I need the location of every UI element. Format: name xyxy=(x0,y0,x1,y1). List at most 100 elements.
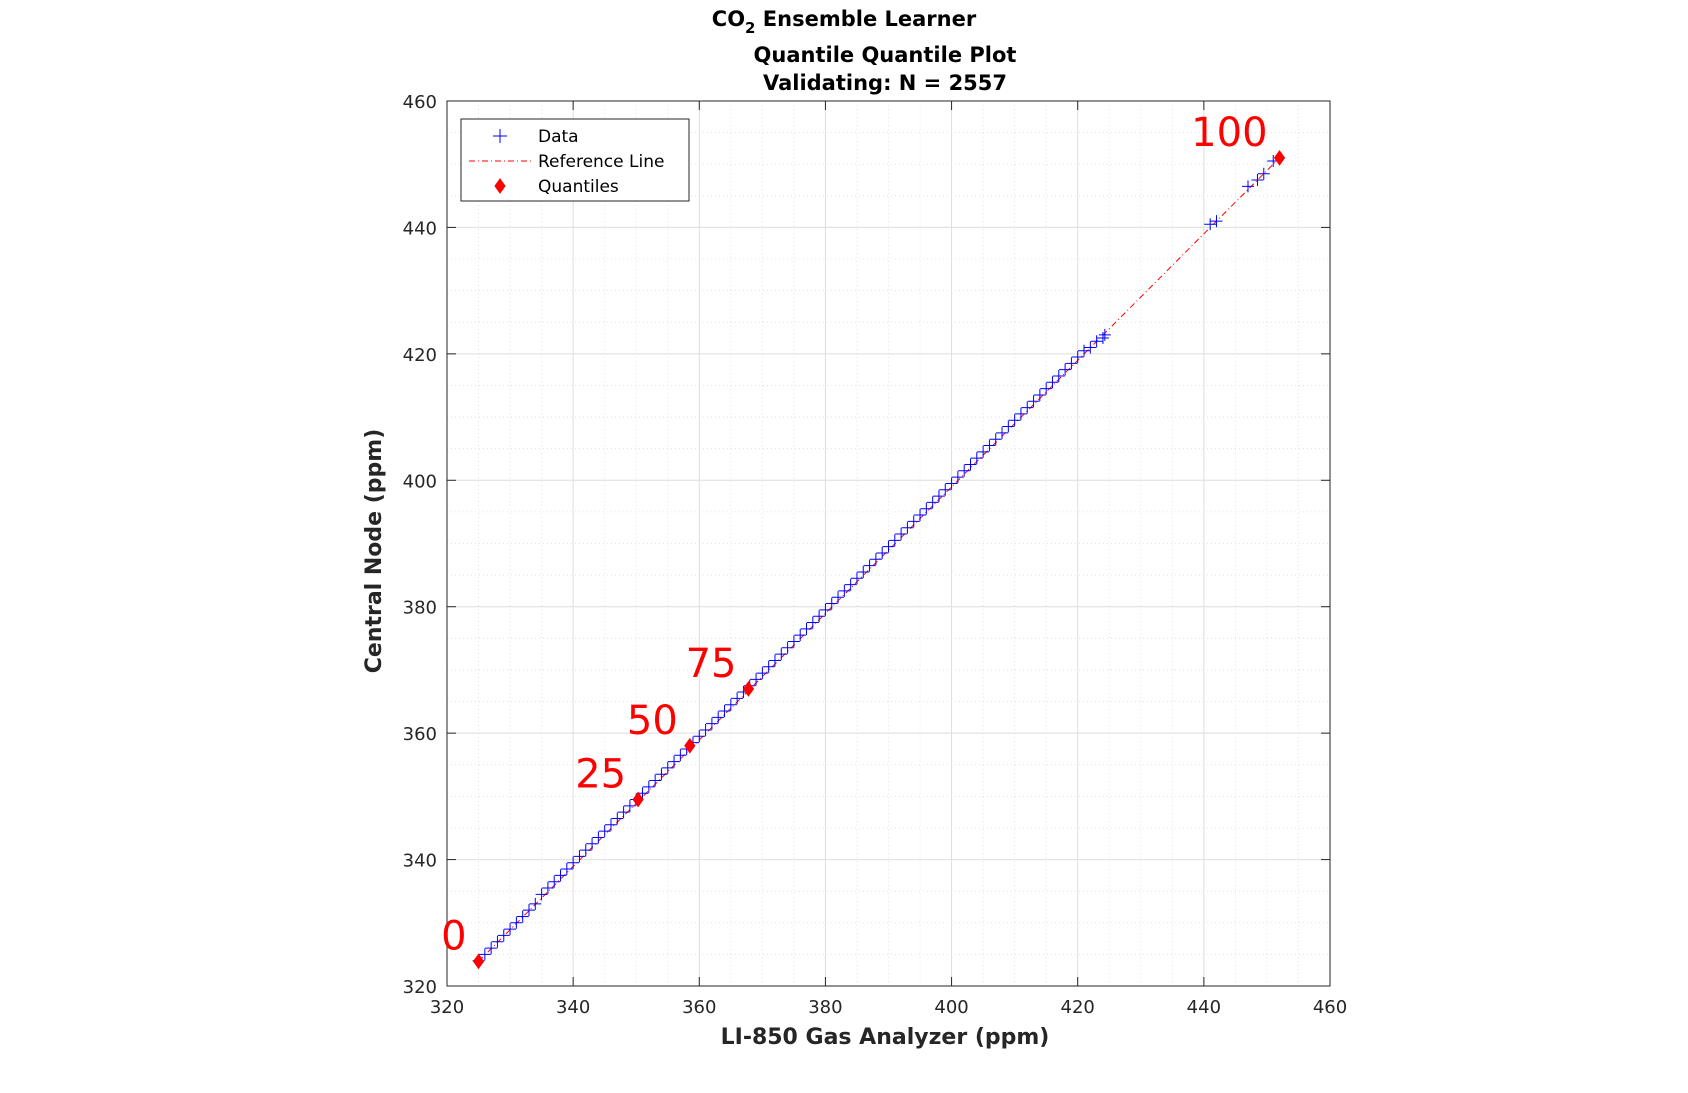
data-point xyxy=(806,616,819,629)
data-point xyxy=(522,904,535,917)
data-point xyxy=(768,654,781,667)
data-point xyxy=(907,515,920,528)
data-point xyxy=(548,875,561,888)
data-point xyxy=(592,831,605,844)
data-point xyxy=(604,818,617,831)
quantile-marker xyxy=(632,791,644,808)
data-point xyxy=(668,755,681,768)
y-axis-label: Central Node (ppm) xyxy=(362,429,387,674)
y-tick-label: 320 xyxy=(403,977,437,998)
data-point xyxy=(970,452,983,465)
data-point xyxy=(516,910,529,923)
quantile-marker xyxy=(472,953,485,970)
x-tick-label: 340 xyxy=(556,997,590,1018)
data-point xyxy=(996,426,1009,439)
data-point xyxy=(705,717,718,730)
data-point xyxy=(1052,369,1065,382)
data-point xyxy=(497,929,510,942)
data-point xyxy=(1071,351,1084,364)
data-point xyxy=(1059,363,1072,376)
y-tick-label: 340 xyxy=(403,851,437,872)
data-point xyxy=(1078,344,1091,357)
data-point xyxy=(1090,335,1103,348)
data-point xyxy=(699,723,712,736)
data-point xyxy=(951,471,964,484)
data-point xyxy=(510,916,523,929)
data-point xyxy=(825,597,838,610)
data-point xyxy=(977,445,990,458)
data-point xyxy=(535,888,548,901)
data-point xyxy=(642,780,655,793)
data-point xyxy=(1014,407,1027,420)
title-subscript: 2 xyxy=(745,19,755,37)
data-point xyxy=(573,850,586,863)
data-point xyxy=(1204,218,1217,231)
data-point xyxy=(693,730,706,743)
data-point xyxy=(1084,341,1097,354)
data-point xyxy=(567,856,580,869)
y-tick-label: 420 xyxy=(403,345,437,366)
chart-title-line2: Quantile Quantile Plot xyxy=(754,43,1017,67)
data-point xyxy=(1040,382,1053,395)
data-point xyxy=(800,622,813,635)
data-point xyxy=(649,774,662,787)
reference-line-series xyxy=(478,157,1280,962)
x-tick-label: 320 xyxy=(430,997,464,1018)
reference-line xyxy=(478,157,1280,962)
data-point xyxy=(750,673,763,686)
data-point xyxy=(920,502,933,515)
data-point xyxy=(731,692,744,705)
data-point xyxy=(964,458,977,471)
data-point xyxy=(787,635,800,648)
quantile-label: 100 xyxy=(1191,110,1267,156)
quantile-marker xyxy=(684,737,696,754)
data-point xyxy=(775,648,788,661)
legend: Data Reference Line Quantiles xyxy=(460,118,690,202)
data-point xyxy=(1065,357,1078,370)
chart-title-line3: Validating: N = 2557 xyxy=(763,71,1007,95)
y-tick-label: 360 xyxy=(403,724,437,745)
data-point xyxy=(1257,167,1270,180)
quantile-marker xyxy=(1273,150,1286,166)
data-point xyxy=(895,528,908,541)
data-point xyxy=(1008,414,1021,427)
data-point xyxy=(756,667,769,680)
data-point xyxy=(888,534,901,547)
data-point xyxy=(718,705,731,718)
data-point xyxy=(504,923,517,936)
legend-data-marker xyxy=(493,129,507,143)
data-point xyxy=(926,496,939,509)
data-point xyxy=(485,942,498,955)
x-tick-labels: 320 340 360 380 400 420 440 460 xyxy=(430,997,1347,1018)
data-point xyxy=(958,464,971,477)
data-point xyxy=(617,806,630,819)
legend-plus-icon xyxy=(493,129,507,143)
plot-area-frame xyxy=(446,100,1331,987)
y-tick-label: 440 xyxy=(403,218,437,239)
y-tick-labels: 320 340 360 380 400 420 440 460 xyxy=(403,92,437,998)
data-point xyxy=(579,844,592,857)
data-point xyxy=(491,935,504,948)
data-point xyxy=(1098,328,1111,341)
data-point xyxy=(932,490,945,503)
data-point xyxy=(1096,332,1109,345)
data-point xyxy=(844,578,857,591)
data-point xyxy=(661,761,674,774)
data-point xyxy=(560,863,573,876)
quantile-marker xyxy=(742,681,755,697)
data-point xyxy=(989,433,1002,446)
data-point xyxy=(478,948,491,961)
data-point xyxy=(876,546,889,559)
quantile-label: 50 xyxy=(627,698,678,744)
data-point xyxy=(838,584,851,597)
legend-label-quantiles: Quantiles xyxy=(538,177,619,197)
x-tick-label: 360 xyxy=(682,997,716,1018)
data-point xyxy=(794,629,807,642)
y-tick-label: 460 xyxy=(403,92,437,113)
x-axis-label: LI-850 Gas Analyzer (ppm) xyxy=(721,1025,1050,1050)
major-grid xyxy=(446,100,1331,987)
legend-label-data: Data xyxy=(538,127,579,147)
data-point xyxy=(1242,180,1255,193)
